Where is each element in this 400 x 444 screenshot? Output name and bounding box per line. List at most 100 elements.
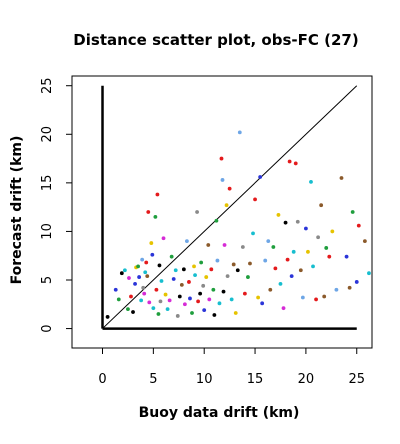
x-tick-label: 15 (247, 372, 264, 387)
scatter-point (367, 271, 371, 276)
scatter-point (231, 262, 236, 267)
scatter-point (179, 282, 184, 287)
scatter-point (319, 203, 324, 208)
scatter-point (330, 229, 335, 234)
scatter-point (122, 268, 127, 273)
scatter-point (334, 287, 339, 292)
scatter-point (147, 300, 152, 305)
scatter-point (225, 274, 230, 279)
scatter-point (127, 276, 131, 280)
scatter-point (214, 218, 219, 223)
y-tick-label: 15 (40, 175, 55, 192)
scatter-point (141, 285, 146, 290)
scatter-point (198, 291, 203, 296)
scatter-point (158, 299, 163, 304)
scatter-point (215, 258, 220, 263)
scatter-point (271, 245, 276, 249)
scatter-point (154, 287, 159, 292)
one-to-one-line (102, 85, 358, 329)
scatter-point (188, 296, 192, 301)
scatter-point (209, 267, 214, 272)
scatter-point (140, 257, 145, 262)
scatter-point (306, 249, 310, 254)
scatter-point (161, 236, 166, 241)
scatter-point (157, 263, 162, 268)
y-tick-label: 10 (40, 223, 55, 240)
scatter-point (192, 264, 196, 269)
scatter-point (163, 292, 168, 297)
scatter-point (322, 294, 327, 299)
scatter-point (350, 210, 355, 214)
scatter-point (219, 156, 224, 161)
y-tick-label: 20 (40, 126, 55, 143)
scatter-point (137, 275, 142, 279)
scatter-point (240, 245, 245, 249)
scatter-point (303, 226, 308, 231)
scatter-point (291, 249, 296, 254)
scatter-point (187, 280, 191, 284)
scatter-point (339, 176, 344, 180)
y-tick-label: 0 (40, 324, 55, 332)
scatter-point (156, 312, 161, 316)
scatter-point (202, 308, 207, 313)
scatter-point (251, 231, 255, 236)
scatter-point (327, 254, 332, 259)
scatter-point (293, 161, 298, 166)
x-tick-label: 10 (196, 372, 213, 387)
scatter-point (195, 210, 199, 214)
scatter-point (222, 243, 227, 247)
scatter-point (136, 264, 141, 269)
scatter-point (298, 268, 303, 273)
scatter-point (155, 192, 160, 197)
scatter-point (278, 281, 283, 286)
scatter-point (246, 275, 250, 279)
scatter-point (235, 268, 240, 273)
scatter-point (151, 306, 156, 311)
scatter-point (220, 178, 225, 182)
scatter-point (175, 314, 180, 318)
y-tick-label: 25 (40, 77, 55, 94)
reference-lines (101, 85, 358, 330)
scatter-point (276, 213, 281, 217)
y-tick-label: 5 (40, 276, 55, 284)
scatter-point (207, 297, 212, 302)
scatter-point (242, 291, 247, 296)
scatter-point (316, 235, 321, 240)
scatter-point (149, 241, 154, 245)
scatter-point (300, 295, 305, 300)
scatter-point (260, 301, 265, 306)
scatter-point (263, 258, 268, 263)
scatter-point (193, 273, 197, 278)
scatter-point (139, 298, 144, 303)
scatter-point (324, 246, 329, 250)
scatter-point (227, 186, 232, 191)
scatter-point (212, 313, 217, 317)
scatter-point (167, 298, 172, 303)
scatter-point (105, 315, 110, 319)
scatter-point (273, 266, 278, 271)
scatter-point (143, 270, 148, 275)
scatter-point (126, 307, 130, 312)
scatter-point (256, 295, 261, 300)
scatter-point (201, 283, 206, 288)
scatter-point (281, 306, 286, 311)
scatter-point (150, 252, 155, 257)
scatter-point (169, 254, 174, 259)
scatter-point (295, 219, 300, 224)
scatter-point (153, 214, 158, 219)
x-tick-label: 5 (149, 372, 157, 387)
scatter-point (185, 239, 189, 244)
scatter-point (309, 179, 313, 184)
x-axis-label: Buoy data drift (km) (139, 405, 300, 421)
scatter-point (119, 271, 124, 276)
scatter-point (144, 260, 149, 265)
scatter-point (233, 311, 238, 315)
scatter-point (171, 277, 176, 281)
scatter-point (253, 197, 257, 202)
scatter-point (133, 281, 137, 286)
scatter-point (181, 267, 186, 272)
x-tick-label: 20 (298, 372, 315, 387)
scatter-point (196, 299, 201, 304)
scatter-point (199, 260, 204, 265)
